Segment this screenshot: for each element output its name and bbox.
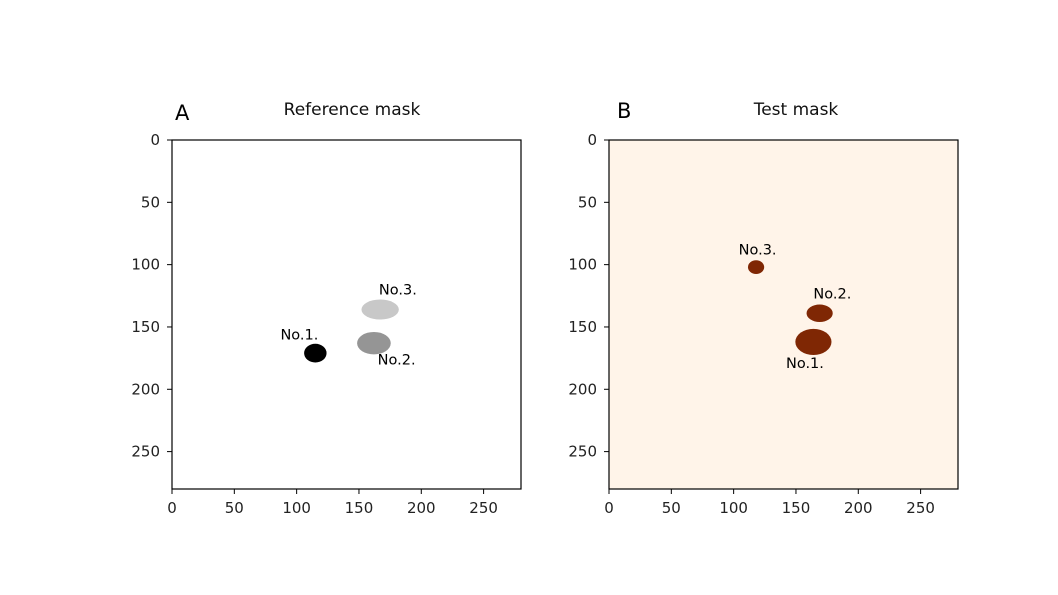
- panel-b-xtick-label: 0: [604, 499, 614, 517]
- panel-a-title: Reference mask: [284, 100, 421, 120]
- panel-a-region-no1: [304, 343, 327, 363]
- panel-b: B Test mask No.1. No.2. No.3. 0 50 100 150 200 2…: [568, 99, 959, 517]
- panel-a-region-no2: [357, 331, 391, 355]
- panel-letter-b: B: [617, 99, 631, 123]
- panel-a-ytick-label: 200: [131, 380, 160, 398]
- panel-b-region-no3: [747, 260, 765, 274]
- panel-a-xtick-label: 0: [167, 499, 177, 517]
- panel-a: A Reference mask No.1. No.2. No.3. 0 50 100 15…: [131, 100, 522, 517]
- panel-b-xtick-label: 100: [719, 499, 748, 517]
- panel-b-region-no2: [806, 304, 833, 322]
- panel-a-region-no3-label: No.3.: [379, 283, 417, 299]
- panel-b-xtick-label: 50: [662, 499, 681, 517]
- panel-b-plot: No.1. No.2. No.3. 0 50 100 150 200 250 0 50 100 150 2…: [568, 131, 959, 517]
- panel-letter-a: A: [175, 101, 190, 125]
- panel-a-region-no1-label: No.1.: [280, 327, 318, 343]
- panel-b-ytick-label: 100: [568, 256, 597, 274]
- panel-b-frame: [608, 139, 959, 490]
- panel-b-ytick-label: 150: [568, 318, 597, 336]
- panel-b-region-no1-label: No.1.: [786, 356, 824, 372]
- panel-a-background: [172, 140, 521, 489]
- panel-a-ytick-label: 150: [131, 318, 160, 336]
- panel-b-ytick-label: 50: [578, 193, 597, 211]
- panel-a-xtick-label: 100: [282, 499, 311, 517]
- panel-a-region-no2-label: No.2.: [378, 352, 416, 368]
- panel-a-xtick-label: 200: [407, 499, 436, 517]
- panel-a-frame: [171, 139, 522, 490]
- panel-b-ytick-label: 250: [568, 443, 597, 461]
- panel-b-ytick-label: 0: [587, 131, 597, 149]
- panel-a-xtick-label: 150: [345, 499, 374, 517]
- panel-a-xtick-label: 50: [225, 499, 244, 517]
- panel-a-ytick-label: 0: [150, 131, 160, 149]
- panel-a-ytick-label: 250: [131, 443, 160, 461]
- panel-b-xtick-label: 150: [782, 499, 811, 517]
- panel-b-background: [609, 140, 958, 489]
- panel-b-title: Test mask: [753, 100, 839, 120]
- panel-a-region-no3: [361, 299, 399, 320]
- panel-a-ytick-label: 50: [141, 193, 160, 211]
- panel-b-xtick-label: 200: [844, 499, 873, 517]
- panel-a-ytick-label: 100: [131, 256, 160, 274]
- panel-a-xtick-label: 250: [469, 499, 498, 517]
- panel-b-region-no3-label: No.3.: [739, 243, 777, 259]
- panel-b-region-no2-label: No.2.: [813, 286, 851, 302]
- panel-b-region-no1: [795, 328, 832, 356]
- panel-b-ytick-label: 200: [568, 380, 597, 398]
- panel-a-plot: No.1. No.2. No.3. 0 50 100 150 200 250 0 50 100 150 2…: [131, 131, 522, 517]
- panel-b-xtick-label: 250: [906, 499, 935, 517]
